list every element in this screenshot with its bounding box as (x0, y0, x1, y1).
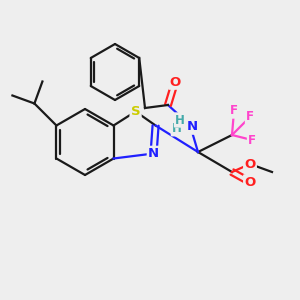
Text: O: O (244, 176, 256, 188)
Text: N: N (186, 121, 198, 134)
Text: F: F (248, 134, 256, 146)
Text: F: F (246, 110, 254, 124)
Text: O: O (244, 158, 256, 170)
Text: H: H (175, 113, 185, 127)
Text: O: O (169, 76, 181, 88)
Text: N: N (148, 147, 159, 160)
Text: H: H (172, 122, 182, 135)
Text: F: F (230, 104, 238, 118)
Text: S: S (131, 105, 140, 118)
